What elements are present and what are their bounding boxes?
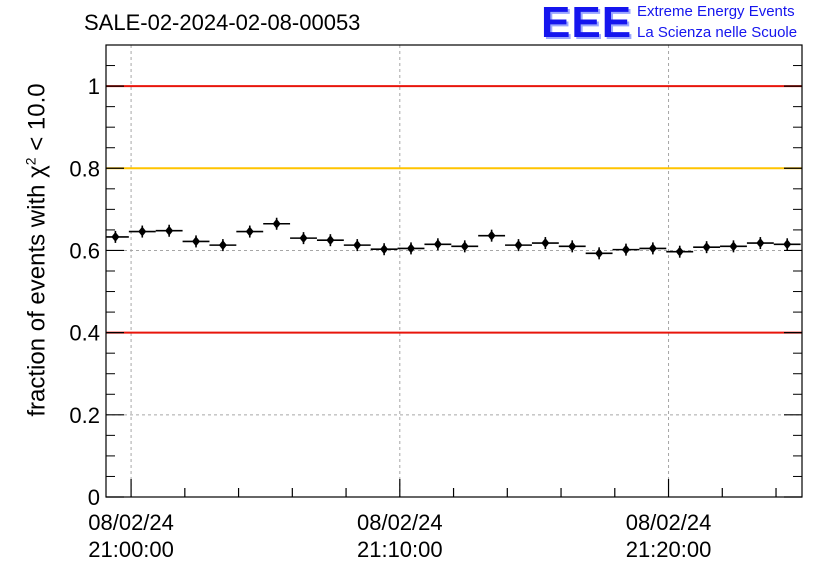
x-tick-label-time: 21:10:00	[357, 537, 443, 562]
data-point-marker	[568, 241, 577, 252]
x-tick-label-date: 08/02/24	[357, 510, 443, 535]
x-tick-label-date: 08/02/24	[88, 510, 174, 535]
data-point-marker	[245, 226, 254, 237]
y-tick-label: 0.2	[69, 403, 100, 428]
data-point-marker	[111, 231, 120, 242]
data-point-marker	[326, 235, 335, 246]
data-point-marker	[729, 241, 738, 252]
data-point-marker	[648, 243, 657, 254]
logo-line-2: La Scienza nelle Scuole	[637, 24, 798, 41]
data-point-marker	[675, 246, 684, 257]
data-point-marker	[353, 240, 362, 251]
data-point-marker	[433, 239, 442, 250]
y-tick-label: 0.8	[69, 156, 100, 181]
data-point-marker	[165, 225, 174, 236]
plot-frame	[105, 44, 803, 498]
x-tick-label-time: 21:00:00	[88, 537, 174, 562]
logo-line-1: Extreme Energy Events	[637, 3, 795, 20]
data-point-marker	[621, 244, 630, 255]
y-tick-label: 0.6	[69, 238, 100, 263]
data-point-marker	[756, 238, 765, 249]
data-point-marker	[460, 241, 469, 252]
data-point-marker	[380, 244, 389, 255]
chart-title: SALE-02-2024-02-08-00053	[84, 10, 361, 35]
eee-logo-mark: EEE	[541, 0, 633, 47]
data-point-marker	[272, 218, 281, 229]
data-point-marker	[407, 243, 416, 254]
y-tick-label: 1	[88, 74, 100, 99]
data-point-marker	[514, 240, 523, 251]
y-tick-label: 0	[88, 485, 100, 510]
data-point-marker	[487, 230, 496, 241]
y-tick-label: 0.4	[69, 321, 100, 346]
data-point-marker	[541, 238, 550, 249]
data-point-marker	[138, 226, 147, 237]
eee-logo: EEE Extreme Energy Events La Scienza nel…	[541, 0, 831, 47]
data-point-marker	[218, 240, 227, 251]
data-point-marker	[702, 242, 711, 253]
x-tick-label-time: 21:20:00	[626, 537, 712, 562]
data-point-marker	[595, 248, 604, 259]
x-tick-label-date: 08/02/24	[626, 510, 712, 535]
data-point-marker	[783, 239, 792, 250]
data-point-marker	[192, 236, 201, 247]
data-point-marker	[299, 233, 308, 244]
